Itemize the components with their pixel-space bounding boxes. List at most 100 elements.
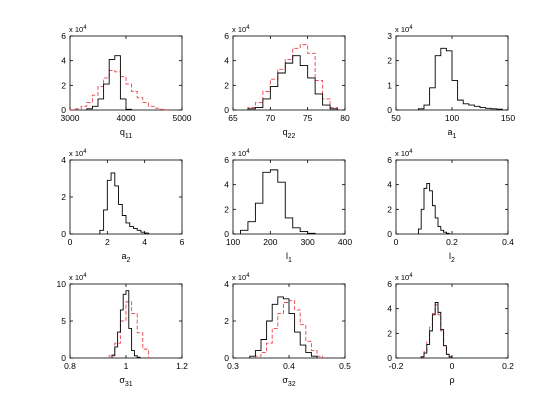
y-tick-label: 3 [387,31,392,41]
y-tick-label: 0 [61,353,66,363]
y-multiplier-exponent: 4 [246,25,250,31]
histogram-series-2 [420,304,453,358]
x-tick-label: 0.5 [339,361,351,371]
x-tick-label: 5000 [173,113,192,123]
histogram-series-1 [249,296,318,358]
x-tick-label: 0.3 [227,361,239,371]
y-tick-label: 6 [387,155,392,165]
y-tick-label: 5 [61,316,66,326]
x-tick-label: 100 [226,237,240,247]
y-multiplier: x 104 [395,149,413,158]
histogram-series-1 [99,172,149,234]
subplot-8: 0.3 0.4 0.5 0 2 4x 104 σ32 [224,273,351,388]
y-multiplier-exponent: 4 [246,273,250,279]
y-multiplier: x 104 [395,273,413,282]
y-tick-label: 2 [224,316,229,326]
x-axis-label-main: ρ [449,375,454,385]
x-tick-label: 1.2 [176,361,188,371]
x-axis-label: q11 [120,127,132,140]
y-multiplier-exponent: 4 [246,149,250,155]
x-tick-label: 0.2 [502,361,514,371]
y-tick-label: 2 [387,56,392,66]
x-tick-label: 150 [501,113,515,123]
x-axis-label-sub: 11 [125,133,132,140]
y-tick-label: 0 [61,229,66,239]
y-tick-label: 4 [387,180,392,190]
x-axis-label-sub: 32 [288,381,296,388]
y-multiplier-base: x 10 [232,273,246,282]
x-axis-label: σ31 [119,375,132,388]
y-tick-label: 0 [387,353,392,363]
x-tick-label: 0.4 [283,361,295,371]
y-multiplier-base: x 10 [395,149,409,158]
y-tick-label: 10 [57,279,67,289]
y-tick-label: 0 [387,105,392,115]
x-axis-label: σ32 [282,375,295,388]
x-axis-label: a1 [448,127,457,140]
histogram-series-2 [247,44,338,110]
y-tick-label: 6 [224,31,229,41]
y-tick-label: 4 [224,56,229,66]
y-tick-label: 6 [224,155,229,165]
x-tick-label: 200 [263,237,277,247]
x-axis-label-main: q [283,127,288,137]
x-tick-label: 75 [303,113,313,123]
axes-frame [232,35,346,111]
x-tick-label: 0 [68,237,73,247]
x-axis-label: ρ [449,375,454,385]
x-tick-label: 1 [124,361,129,371]
x-tick-label: 0 [450,361,455,371]
axes-frame [395,283,509,359]
y-tick-label: 1 [387,80,392,90]
histogram-series-1 [417,182,450,234]
y-multiplier-base: x 10 [69,25,83,34]
histogram-series-1 [247,55,338,110]
histogram-series-1 [86,55,133,110]
x-axis-label: q22 [283,127,296,140]
x-axis-label: a2 [122,251,131,264]
y-multiplier-base: x 10 [395,25,409,34]
axes-frame [69,283,183,359]
y-tick-label: 2 [224,204,229,214]
y-multiplier: x 104 [69,25,87,34]
x-axis-label-sub: 22 [288,133,296,140]
x-tick-label: 50 [391,113,401,123]
axes-frame [395,159,509,235]
y-tick-label: 4 [224,180,229,190]
x-tick-label: 70 [266,113,276,123]
x-axis-label: l1 [286,251,292,264]
x-tick-label: -0.2 [389,361,404,371]
x-axis-label-main: a [448,127,453,137]
x-tick-label: 400 [338,237,352,247]
y-multiplier: x 104 [232,25,250,34]
x-axis-label-sub: 2 [451,257,455,264]
y-multiplier-base: x 10 [232,149,246,158]
x-tick-label: 65 [228,113,238,123]
x-tick-label: 0 [394,237,399,247]
x-tick-label: 3000 [61,113,80,123]
x-tick-label: 0.4 [502,237,514,247]
y-multiplier: x 104 [69,149,87,158]
subplot-7: 0.8 1 1.2 0 5 10x 104 σ31 [57,273,189,388]
y-multiplier: x 104 [232,149,250,158]
y-tick-label: 4 [387,304,392,314]
axes-frame [232,159,346,235]
y-multiplier-exponent: 4 [83,273,87,279]
y-multiplier-exponent: 4 [409,273,413,279]
y-multiplier-exponent: 4 [83,149,87,155]
x-tick-label: 6 [180,237,185,247]
x-axis-label-main: a [122,251,127,261]
x-axis-label-sub: 1 [288,257,292,264]
axes-frame [232,283,346,359]
y-tick-label: 2 [387,204,392,214]
y-tick-label: 0 [224,105,229,115]
y-multiplier-base: x 10 [69,273,83,282]
x-axis-label-main: l [286,251,288,261]
x-axis-label-sub: 2 [127,257,131,264]
x-axis-label-main: l [449,251,451,261]
x-axis-label-sub: 1 [453,133,457,140]
